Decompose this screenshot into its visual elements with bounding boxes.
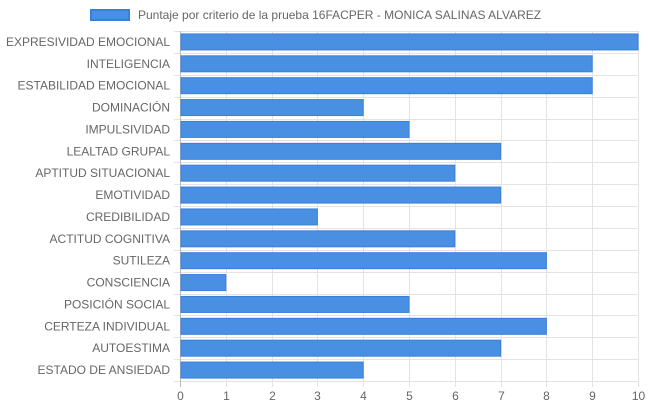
y-category-label: POSICIÓN SOCIAL bbox=[64, 296, 170, 311]
x-tick-label: 0 bbox=[177, 389, 184, 403]
y-category-label: CREDIBILIDAD bbox=[86, 210, 170, 224]
y-category-label: AUTOESTIMA bbox=[92, 341, 170, 355]
x-tick-label: 4 bbox=[360, 389, 367, 403]
y-category-label: EMOTIVIDAD bbox=[95, 188, 170, 202]
bar bbox=[180, 186, 502, 204]
x-tick-label: 8 bbox=[543, 389, 550, 403]
y-category-label: EXPRESIVIDAD EMOCIONAL bbox=[6, 35, 170, 49]
bar bbox=[180, 295, 410, 313]
x-tick-label: 1 bbox=[223, 389, 230, 403]
y-category-label: ESTADO DE ANSIEDAD bbox=[38, 363, 171, 377]
y-category-label: DOMINACIÓN bbox=[92, 100, 170, 115]
y-category-label: ESTABILIDAD EMOCIONAL bbox=[18, 79, 171, 93]
y-category-label: SUTILEZA bbox=[113, 254, 170, 268]
legend-label: Puntaje por criterio de la prueba 16FACP… bbox=[138, 8, 542, 22]
y-category-label: ACTITUD COGNITIVA bbox=[50, 232, 170, 246]
bar bbox=[180, 252, 547, 270]
bar bbox=[180, 33, 639, 51]
x-tick-label: 3 bbox=[314, 389, 321, 403]
bar bbox=[180, 99, 364, 117]
x-tick-label: 7 bbox=[498, 389, 505, 403]
chart-legend[interactable]: Puntaje por criterio de la prueba 16FACP… bbox=[90, 7, 541, 23]
bar bbox=[180, 55, 593, 73]
bar bbox=[180, 339, 502, 357]
y-category-label: CONSCIENCIA bbox=[87, 276, 170, 290]
bar bbox=[180, 274, 227, 292]
bar bbox=[180, 142, 502, 160]
y-category-label: CERTEZA INDIVIDUAL bbox=[44, 319, 170, 333]
bar bbox=[180, 120, 410, 138]
y-category-label: LEALTAD GRUPAL bbox=[67, 144, 171, 158]
x-tick-label: 6 bbox=[452, 389, 459, 403]
bar bbox=[180, 164, 456, 182]
y-category-label: INTELIGENCIA bbox=[87, 57, 170, 71]
y-category-label: APTITUD SITUACIONAL bbox=[35, 166, 170, 180]
x-tick-label: 10 bbox=[632, 389, 646, 403]
bar bbox=[180, 317, 547, 335]
x-tick-label: 9 bbox=[589, 389, 596, 403]
legend-swatch bbox=[90, 9, 130, 21]
y-category-label: IMPULSIVIDAD bbox=[85, 122, 170, 136]
bar bbox=[180, 361, 364, 379]
bar bbox=[180, 77, 593, 95]
bar bbox=[180, 208, 318, 226]
bar bbox=[180, 230, 456, 248]
x-tick-label: 5 bbox=[406, 389, 413, 403]
x-tick-label: 2 bbox=[269, 389, 276, 403]
